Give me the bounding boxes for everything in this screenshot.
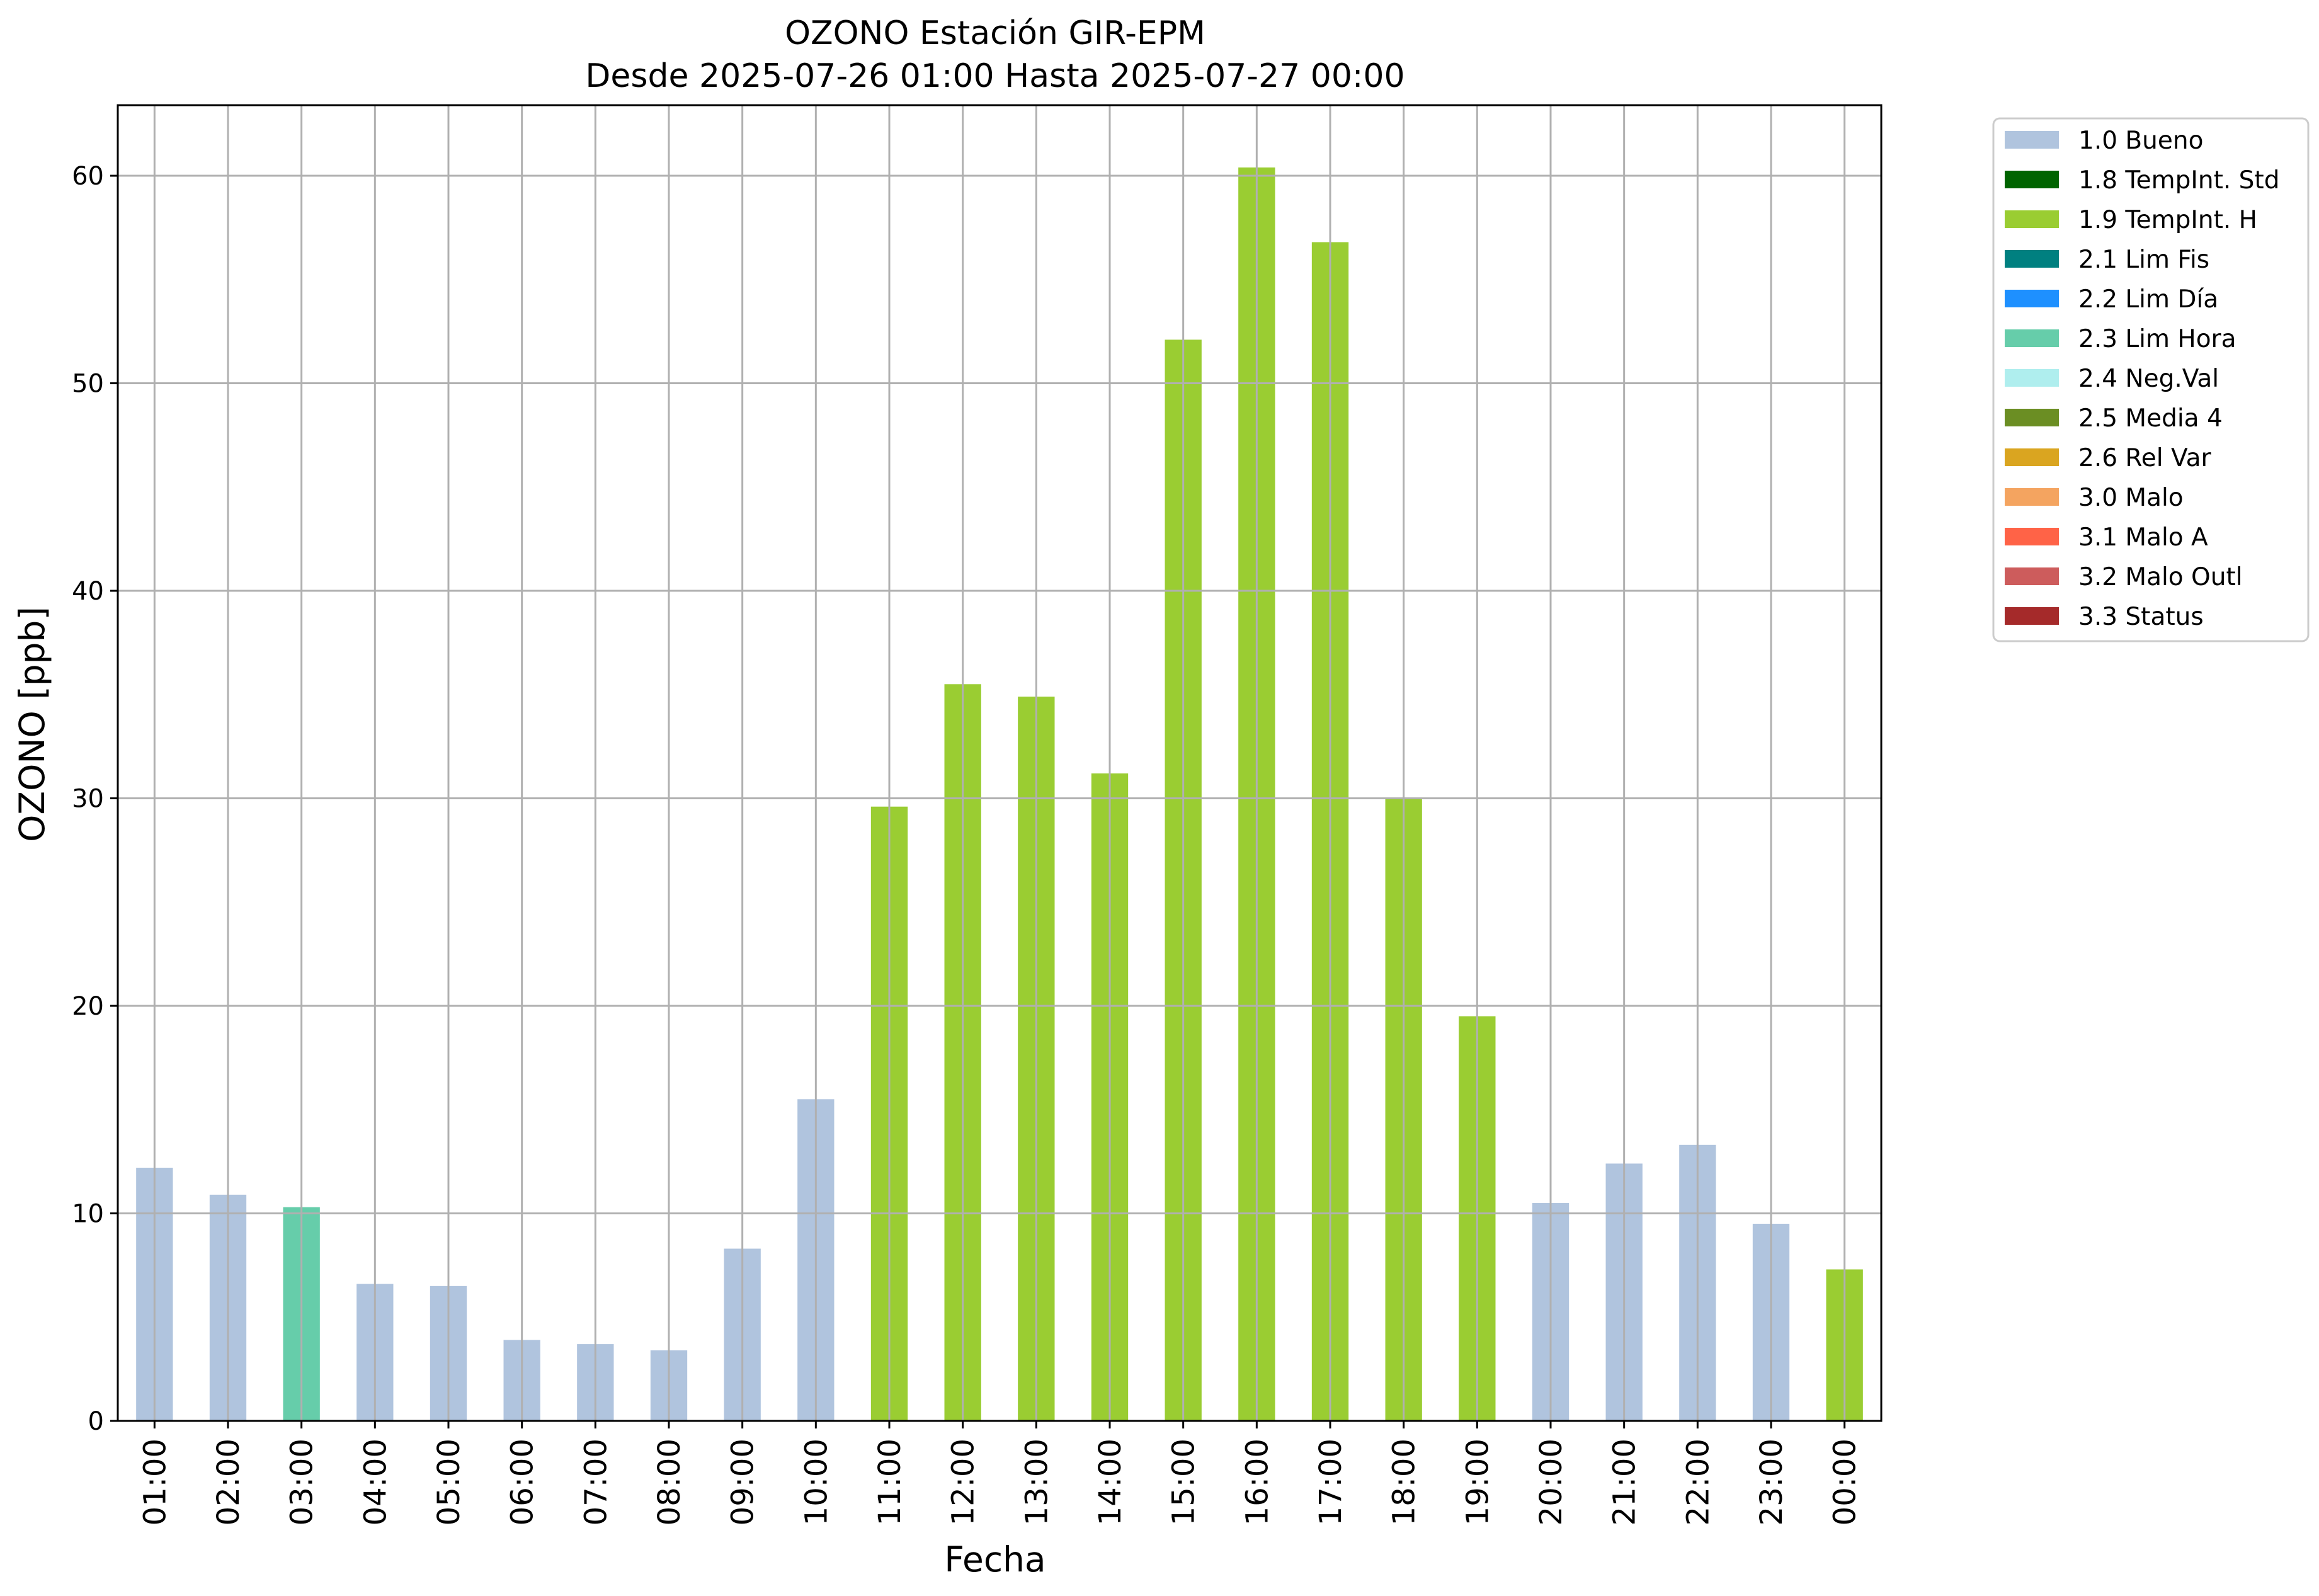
x-axis-ticks: 01:00 02:00 03:00 04:00 05:00 06:00 07:00 08:00…: [137, 1421, 1863, 1525]
x-tick-label: 17:00: [1313, 1439, 1348, 1525]
x-tick-label: 11:00: [872, 1439, 908, 1525]
y-tick-label: 40: [72, 577, 104, 606]
y-axis-ticks: 0 10 20 30 40 50 60: [72, 162, 118, 1436]
x-tick-label: 23:00: [1754, 1439, 1789, 1525]
x-tick-label: 03:00: [285, 1439, 320, 1525]
plot-area: [117, 104, 1883, 1422]
legend-frame: [1992, 117, 2310, 642]
x-tick-label: 22:00: [1680, 1439, 1716, 1525]
legend-swatch: [2005, 607, 2059, 625]
legend-swatch: [2005, 409, 2059, 426]
legend-swatch: [2005, 448, 2059, 466]
legend-label: 3.0 Malo: [2078, 484, 2184, 512]
legend-label: 2.3 Lim Hora: [2078, 325, 2236, 353]
x-tick-label: 12:00: [946, 1439, 981, 1525]
legend-swatch: [2005, 369, 2059, 387]
x-tick-label: 05:00: [431, 1439, 467, 1525]
x-tick-label: 20:00: [1534, 1439, 1569, 1525]
legend-swatch: [2005, 528, 2059, 545]
legend-label: 3.1 Malo A: [2078, 523, 2208, 552]
grid-lines: [118, 105, 1881, 1422]
y-axis-label: OZONO [ppb]: [12, 607, 52, 842]
legend-swatch: [2005, 250, 2059, 268]
y-tick-label: 20: [72, 992, 104, 1021]
legend-swatch: [2005, 567, 2059, 585]
legend-label: 3.3 Status: [2078, 603, 2204, 631]
legend-swatch: [2005, 131, 2059, 149]
legend-label: 1.9 TempInt. H: [2078, 206, 2257, 234]
legend-label: 2.2 Lim Día: [2078, 285, 2218, 314]
legend-swatch: [2005, 488, 2059, 506]
legend-swatch: [2005, 329, 2059, 347]
x-axis-label: Fecha: [944, 1539, 1046, 1580]
y-tick-label: 30: [72, 785, 104, 814]
x-tick-label: 01:00: [137, 1439, 173, 1525]
chart-title-line1: OZONO Estación GIR-EPM: [785, 14, 1205, 52]
legend-label: 1.8 TempInt. Std: [2078, 166, 2279, 195]
y-tick-label: 50: [72, 370, 104, 399]
legend-swatch: [2005, 171, 2059, 188]
legend-label: 1.0 Bueno: [2078, 127, 2203, 155]
legend-label: 2.6 Rel Var: [2078, 444, 2212, 472]
legend-swatch: [2005, 210, 2059, 228]
x-tick-label: 19:00: [1460, 1439, 1495, 1525]
x-tick-label: 08:00: [652, 1439, 687, 1525]
x-tick-label: 07:00: [578, 1439, 613, 1525]
legend-label: 3.2 Malo Outl: [2078, 563, 2243, 591]
x-tick-label: 00:00: [1828, 1439, 1863, 1525]
legend-swatch: [2005, 290, 2059, 307]
x-tick-label: 16:00: [1239, 1439, 1275, 1525]
x-tick-label: 13:00: [1019, 1439, 1054, 1525]
legend-label: 2.1 Lim Fis: [2078, 246, 2209, 274]
legend-label: 2.4 Neg.Val: [2078, 365, 2219, 393]
x-tick-label: 06:00: [505, 1439, 540, 1525]
x-tick-label: 14:00: [1093, 1439, 1128, 1525]
chart-title-line2: Desde 2025-07-26 01:00 Hasta 2025-07-27 …: [585, 57, 1405, 95]
x-tick-label: 15:00: [1166, 1439, 1202, 1525]
y-tick-label: 10: [72, 1200, 104, 1229]
x-tick-label: 18:00: [1387, 1439, 1422, 1525]
x-tick-label: 09:00: [726, 1439, 761, 1525]
x-tick-label: 02:00: [211, 1439, 246, 1525]
y-tick-label: 0: [88, 1407, 104, 1436]
x-tick-label: 04:00: [358, 1439, 393, 1525]
legend-label: 2.5 Media 4: [2078, 404, 2223, 433]
legend: 1.0 Bueno 1.8 TempInt. Std 1.9 TempInt. H 2…: [1992, 117, 2310, 642]
bars: [136, 167, 1863, 1422]
x-tick-label: 10:00: [799, 1439, 834, 1525]
x-tick-label: 21:00: [1607, 1439, 1643, 1525]
y-tick-label: 60: [72, 162, 104, 191]
